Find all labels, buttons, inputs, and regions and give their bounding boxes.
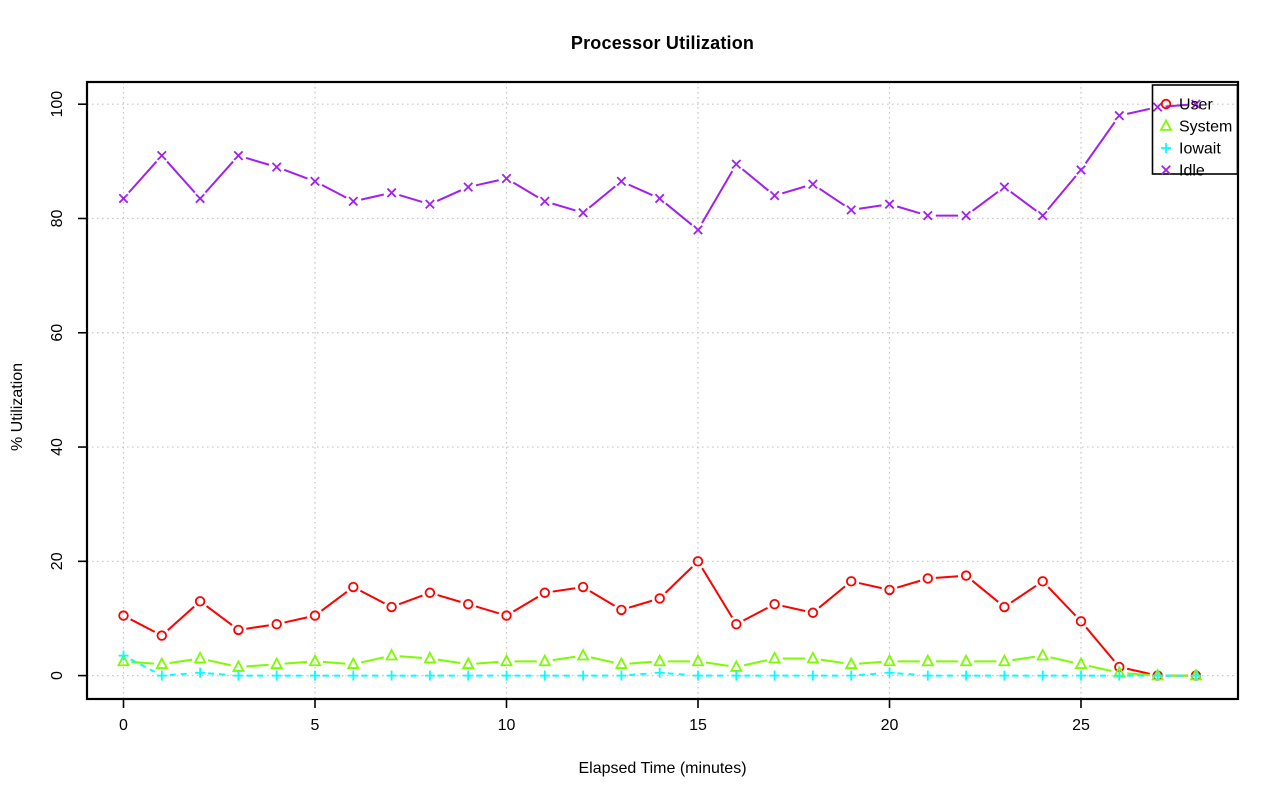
gridlines (87, 82, 1238, 699)
x-axis-ticks: 0 5 10 15 20 25 (119, 699, 1090, 734)
x-tick-label: 20 (881, 717, 899, 734)
legend: User System Iowait Idle (1151, 84, 1239, 180)
plot-box (85, 80, 1240, 701)
series-user (118, 556, 1202, 681)
series-system (117, 648, 1203, 681)
x-tick-label: 15 (689, 717, 707, 734)
y-tick-label: 20 (49, 552, 66, 570)
y-tick-label: 100 (49, 91, 66, 118)
legend-box (1151, 84, 1239, 175)
y-tick-label: 40 (49, 438, 66, 456)
legend-label: User (1179, 97, 1213, 114)
x-tick-label: 0 (119, 717, 128, 734)
y-tick-label: 60 (49, 324, 66, 342)
legend-item-iowait: Iowait (1161, 141, 1221, 158)
legend-label: Iowait (1179, 141, 1221, 158)
x-tick-label: 5 (311, 717, 320, 734)
series-idle (118, 99, 1201, 235)
series-iowait (118, 650, 1201, 681)
chart-title: Processor Utilization (570, 33, 755, 53)
y-axis-ticks: 0 20 40 60 80 100 (49, 91, 87, 680)
y-tick-label: 0 (49, 671, 66, 680)
legend-label: System (1179, 119, 1232, 136)
x-tick-label: 10 (498, 717, 516, 734)
legend-label: Idle (1179, 163, 1205, 180)
x-axis-title: Elapsed Time (minutes) (578, 760, 747, 777)
legend-item-idle: Idle (1161, 163, 1205, 180)
x-tick-label: 25 (1072, 717, 1090, 734)
legend-item-user: User (1160, 97, 1213, 114)
legend-item-system: System (1159, 118, 1232, 136)
y-tick-label: 80 (49, 209, 66, 227)
